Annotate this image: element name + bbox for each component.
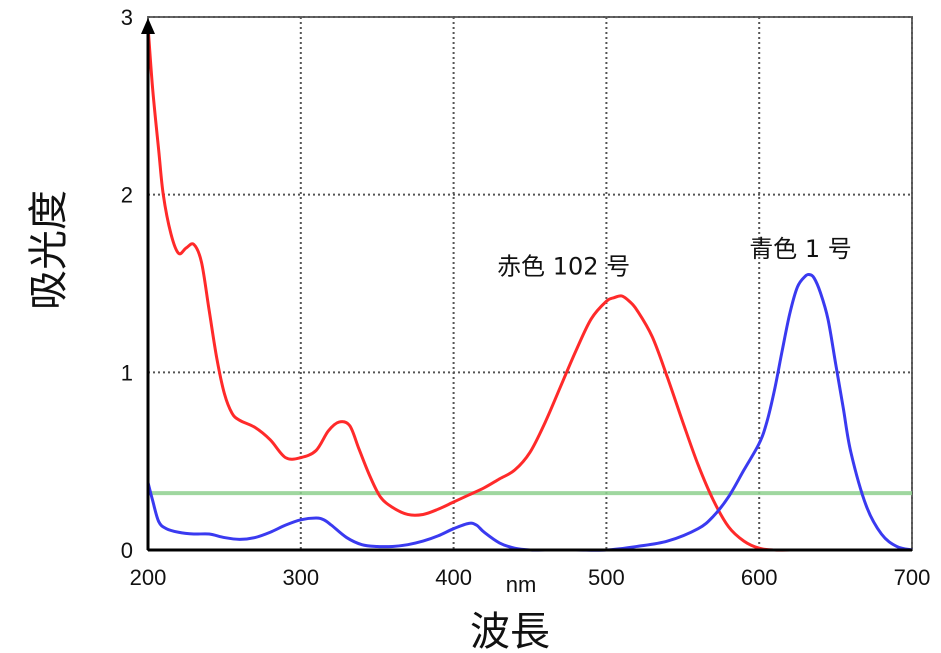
y-tick-label: 0 (121, 538, 133, 563)
series-layer (146, 25, 913, 552)
series-line-red-102 (146, 25, 912, 552)
x-tick-label: 700 (894, 565, 931, 590)
x-tick-label: 500 (588, 565, 625, 590)
axes (141, 18, 912, 552)
annotation-blue-1: 青色 1 号 (749, 235, 852, 263)
y-axis-arrow-icon (141, 18, 155, 34)
x-tick-label: 400 (435, 565, 472, 590)
x-unit: nm (506, 572, 537, 597)
grid (148, 16, 913, 550)
annotation-red-102: 赤色 102 号 (497, 253, 630, 281)
y-axis-label: 吸光度 (26, 190, 72, 310)
x-tick-label: 600 (741, 565, 778, 590)
x-tick-labels: 200 300 400 500 600 700 (130, 565, 931, 590)
x-tick-label: 200 (130, 565, 167, 590)
y-tick-label: 1 (121, 360, 133, 385)
x-tick-label: 300 (282, 565, 319, 590)
series-line-blue-1 (146, 272, 913, 552)
x-axis-label: 波長 (470, 609, 550, 653)
y-tick-label: 2 (121, 183, 133, 208)
y-tick-label: 3 (121, 5, 133, 30)
annotations: 赤色 102 号 青色 1 号 (497, 235, 852, 281)
y-tick-labels: 0 1 2 3 (121, 5, 133, 563)
plot-frame (147, 16, 913, 551)
